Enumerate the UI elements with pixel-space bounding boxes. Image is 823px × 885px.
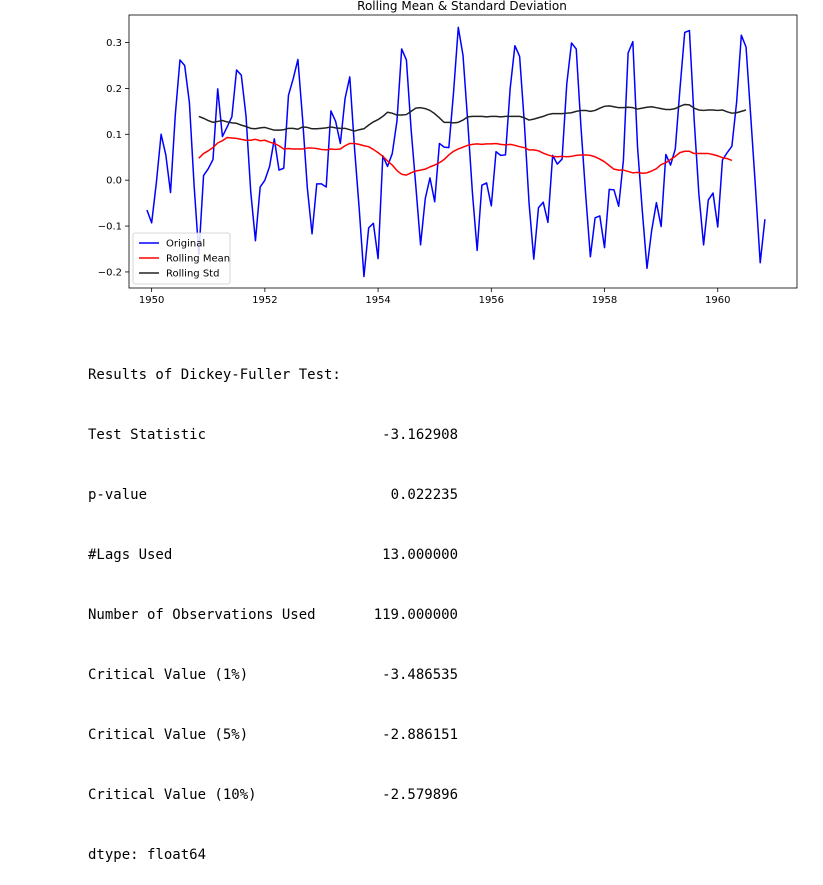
result-row-lags-used: #Lags Used 13.000000 bbox=[88, 545, 458, 565]
result-label: #Lags Used bbox=[88, 547, 173, 563]
x-tick-label: 1960 bbox=[705, 295, 730, 306]
result-value: 0.022235 bbox=[390, 487, 458, 503]
legend: Original Rolling Mean Rolling Std bbox=[132, 232, 231, 285]
result-label: Critical Value (5%) bbox=[88, 727, 249, 743]
y-tick-label: −0.2 bbox=[98, 267, 122, 278]
result-row-observations-used: Number of Observations Used 119.000000 bbox=[88, 605, 458, 625]
result-value: -2.579896 bbox=[382, 787, 458, 803]
result-row-critical-5: Critical Value (5%) -2.886151 bbox=[88, 725, 458, 745]
x-tick-label: 1954 bbox=[365, 295, 390, 306]
result-label: Number of Observations Used bbox=[88, 607, 316, 623]
axes: 1950 1952 1954 1956 1958 1960 −0.2 −0.1 0.0 0.1 0.… bbox=[98, 38, 731, 306]
legend-label: Rolling Std bbox=[166, 269, 219, 280]
y-tick-label: 0.3 bbox=[106, 38, 122, 49]
result-row-p-value: p-value 0.022235 bbox=[88, 485, 458, 505]
chart-canvas: Rolling Mean & Standard Deviation 1950 19… bbox=[98, 0, 798, 306]
dickey-fuller-results: Results of Dickey-Fuller Test: Test Stat… bbox=[88, 325, 458, 885]
y-tick-label: 0.1 bbox=[106, 130, 122, 141]
legend-box bbox=[132, 232, 231, 285]
result-value: -3.162908 bbox=[382, 427, 458, 443]
result-value: 119.000000 bbox=[373, 607, 458, 623]
result-value: -2.886151 bbox=[382, 727, 458, 743]
legend-label: Rolling Mean bbox=[166, 254, 230, 265]
result-label: p-value bbox=[88, 487, 148, 503]
x-tick-label: 1958 bbox=[592, 295, 617, 306]
x-tick-label: 1950 bbox=[139, 295, 164, 306]
result-row-critical-10: Critical Value (10%) -2.579896 bbox=[88, 785, 458, 805]
series-line-rolling-std bbox=[198, 103, 747, 132]
series-line-rolling-mean bbox=[198, 136, 733, 176]
results-heading: Results of Dickey-Fuller Test: bbox=[88, 367, 341, 383]
plot-frame bbox=[128, 14, 798, 289]
result-row-test-statistic: Test Statistic -3.162908 bbox=[88, 425, 458, 445]
x-tick-label: 1956 bbox=[479, 295, 504, 306]
legend-label: Original bbox=[166, 239, 205, 250]
result-label: Critical Value (1%) bbox=[88, 667, 249, 683]
series-line-original bbox=[146, 26, 766, 278]
y-tick-label: 0.0 bbox=[106, 176, 122, 187]
result-label: Test Statistic bbox=[88, 427, 207, 443]
y-tick-label: 0.2 bbox=[106, 84, 122, 95]
results-dtype: dtype: float64 bbox=[88, 847, 207, 863]
chart-title: Rolling Mean & Standard Deviation bbox=[357, 0, 567, 13]
result-value: 13.000000 bbox=[382, 547, 458, 563]
result-row-critical-1: Critical Value (1%) -3.486535 bbox=[88, 665, 458, 685]
result-value: -3.486535 bbox=[382, 667, 458, 683]
x-tick-label: 1952 bbox=[252, 295, 277, 306]
result-label: Critical Value (10%) bbox=[88, 787, 257, 803]
y-tick-label: −0.1 bbox=[98, 222, 122, 233]
rolling-stats-chart: Rolling Mean & Standard Deviation 1950 19… bbox=[0, 0, 823, 310]
plot-area bbox=[146, 26, 766, 278]
